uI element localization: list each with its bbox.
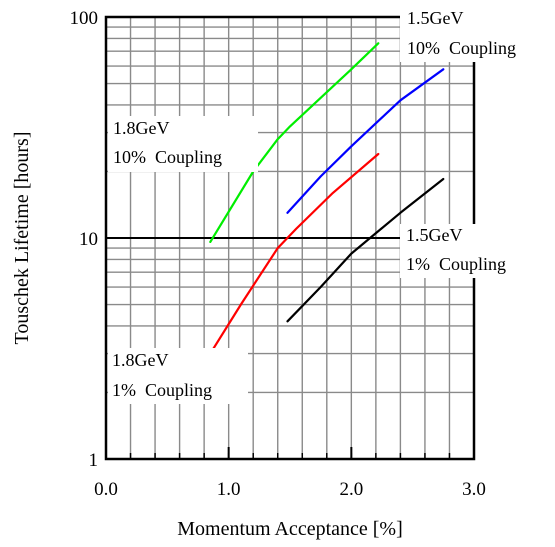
y-tick-label: 1	[89, 450, 99, 471]
x-tick-label: 0.0	[94, 479, 118, 500]
annotation-label: 1.5GeV	[407, 8, 464, 28]
x-axis-label: Momentum Acceptance [%]	[177, 518, 402, 540]
annotation-label: 10% Coupling	[407, 38, 516, 58]
annotation-label: 1.8GeV	[113, 118, 170, 138]
annotation-label: 10% Coupling	[113, 147, 222, 167]
annotation-label: 1.8GeV	[112, 350, 169, 370]
series-line-2	[286, 68, 445, 214]
x-tick-label: 3.0	[462, 479, 486, 500]
series-line-1	[209, 42, 380, 243]
annotation-background	[108, 116, 258, 172]
annotation-label: 1.5GeV	[406, 225, 463, 245]
y-tick-label: 100	[70, 8, 99, 29]
annotation-label: 1% Coupling	[406, 254, 506, 274]
series-line-4	[286, 177, 445, 323]
annotation-label: 1% Coupling	[112, 380, 212, 400]
annotation-background	[400, 224, 534, 278]
y-axis-label: Touschek Lifetime [hours]	[11, 132, 33, 345]
x-tick-label: 2.0	[339, 479, 363, 500]
series-lines	[209, 42, 445, 355]
y-tick-label: 10	[79, 229, 98, 250]
annotations: 1.5GeV 10% Coupling 1.8GeV 10% Coupling 1.5G…	[108, 8, 550, 404]
series-line-3	[209, 152, 380, 355]
annotation-background	[400, 8, 550, 62]
annotation-background	[108, 348, 248, 404]
x-tick-label: 1.0	[217, 479, 241, 500]
axis-ticks: 0.0 1.0 2.0 3.0 1 10 100	[70, 8, 486, 500]
